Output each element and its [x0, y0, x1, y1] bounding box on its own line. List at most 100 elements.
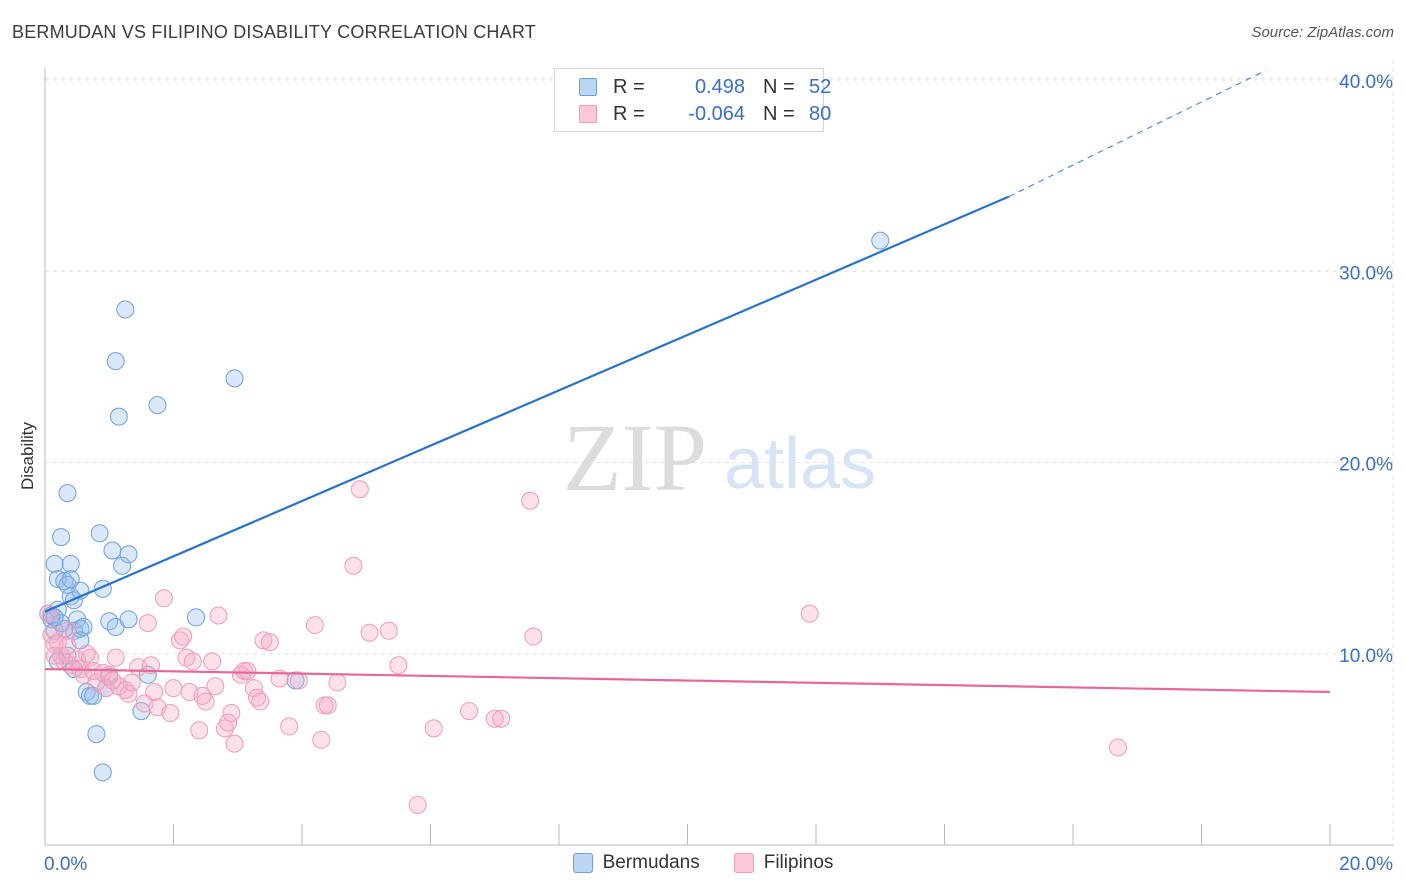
bermudans-point: [113, 556, 132, 575]
bermudans-point: [119, 610, 138, 629]
bermudans-point: [871, 231, 890, 250]
filipinos-point: [138, 614, 157, 633]
legend-r-label: R =: [613, 75, 645, 98]
legend-r-value: -0.064: [688, 102, 745, 125]
filipinos-point: [209, 606, 228, 625]
legend-r-value: 0.498: [694, 75, 745, 98]
filipinos-point: [119, 684, 138, 703]
series-legend: Bermudans Filipinos: [0, 852, 1406, 874]
legend-n-label: N =: [763, 102, 795, 125]
bermudans-point: [58, 484, 77, 503]
filipinos-point: [203, 652, 222, 671]
legend-row-bermudans: R = 0.498 N = 52: [579, 74, 831, 100]
bermudans-point: [148, 396, 167, 415]
legend-item-filipinos[interactable]: Filipinos: [733, 852, 834, 874]
bermudans-point: [61, 570, 80, 589]
filipinos-point: [174, 627, 193, 646]
filipinos-trend-line: [44, 667, 1331, 694]
tick-labels: 10.0% 20.0% 30.0% 40.0% 0.0% 20.0%: [44, 72, 1393, 875]
axes: [44, 68, 1394, 846]
filipinos-point: [48, 633, 67, 652]
filipinos-point: [58, 621, 77, 640]
y-tick-label: 40.0%: [1339, 72, 1393, 93]
filipinos-point: [328, 673, 347, 692]
filipinos-point: [77, 644, 96, 663]
correlation-legend: R = 0.498 N = 52 R = -0.064 N = 80: [554, 68, 831, 132]
filipinos-point: [280, 717, 299, 736]
filipinos-point: [145, 683, 164, 701]
bermudans-point: [186, 608, 205, 627]
filipinos-point: [460, 702, 479, 721]
legend-n-value: 80: [809, 102, 832, 125]
x-tick-label: 0.0%: [44, 854, 87, 875]
filipinos-point: [344, 556, 363, 575]
bermudans-point: [52, 528, 71, 547]
trend-lines: [44, 69, 1331, 694]
filipinos-point: [524, 627, 543, 646]
chart-title: BERMUDAN VS FILIPINO DISABILITY CORRELAT…: [12, 22, 536, 42]
legend-r-label: R =: [613, 102, 645, 125]
bermudans-point: [45, 554, 64, 573]
filipinos-point: [183, 652, 202, 671]
y-axis-label: Disability: [18, 421, 37, 490]
bermudans-point: [119, 545, 138, 564]
filipinos-point: [93, 663, 112, 682]
bermudans-point: [93, 763, 112, 782]
legend-row-filipinos: R = -0.064 N = 80: [579, 101, 831, 127]
y-tick-label: 20.0%: [1339, 455, 1393, 476]
legend-swatch-filipinos: [733, 853, 754, 873]
filipinos-point: [45, 646, 64, 665]
filipinos-point: [492, 709, 511, 728]
legend-swatch-filipinos: [579, 105, 597, 123]
x-tick-label: 20.0%: [1339, 854, 1393, 875]
bermudans-point: [116, 300, 135, 319]
legend-n-value: 52: [809, 75, 832, 98]
bermudans-point: [90, 524, 109, 543]
filipinos-point: [800, 604, 819, 623]
filipinos-point: [164, 679, 183, 698]
legend-label-bermudans: Bermudans: [602, 852, 700, 873]
bermudans-point: [103, 541, 122, 560]
data-points: [39, 231, 1127, 814]
filipinos-point: [219, 713, 238, 732]
filipinos-point: [1108, 738, 1127, 757]
legend-label-filipinos: Filipinos: [763, 852, 834, 873]
filipinos-point: [154, 589, 173, 608]
bermudans-point: [42, 610, 61, 629]
filipinos-point: [142, 656, 161, 675]
bermudans-point: [48, 570, 67, 589]
legend-swatch-bermudans: [572, 853, 593, 873]
filipinos-point: [225, 734, 244, 753]
filipinos-point: [190, 721, 209, 740]
legend-swatch-bermudans: [579, 78, 597, 96]
filipinos-point: [485, 709, 504, 728]
filipinos-point: [180, 683, 199, 701]
filipinos-point: [305, 616, 324, 635]
bermudans-trend-line: [44, 195, 1010, 613]
filipinos-point: [238, 661, 257, 680]
filipinos-point: [312, 730, 331, 749]
watermark-atlas: atlas: [724, 424, 876, 504]
bermudans-point: [61, 554, 80, 573]
legend-item-bermudans[interactable]: Bermudans: [572, 852, 700, 874]
filipinos-point: [254, 631, 273, 650]
filipinos-point: [389, 656, 408, 675]
filipinos-point: [379, 621, 398, 640]
filipinos-point: [122, 673, 141, 692]
filipinos-point: [360, 623, 379, 642]
filipinos-point: [289, 671, 308, 690]
filipinos-point: [58, 637, 77, 656]
y-tick-label: 30.0%: [1339, 263, 1393, 284]
filipinos-point: [251, 692, 270, 711]
filipinos-point: [222, 704, 241, 723]
filipinos-point: [206, 677, 225, 696]
bermudans-point: [106, 352, 125, 371]
filipinos-point: [215, 719, 234, 738]
filipinos-point: [196, 692, 215, 711]
filipinos-point: [106, 648, 125, 667]
filipinos-point: [408, 795, 427, 814]
bermudans-point: [87, 725, 106, 744]
filipinos-point: [103, 671, 122, 690]
filipinos-point: [260, 633, 279, 652]
filipinos-point: [161, 704, 180, 723]
